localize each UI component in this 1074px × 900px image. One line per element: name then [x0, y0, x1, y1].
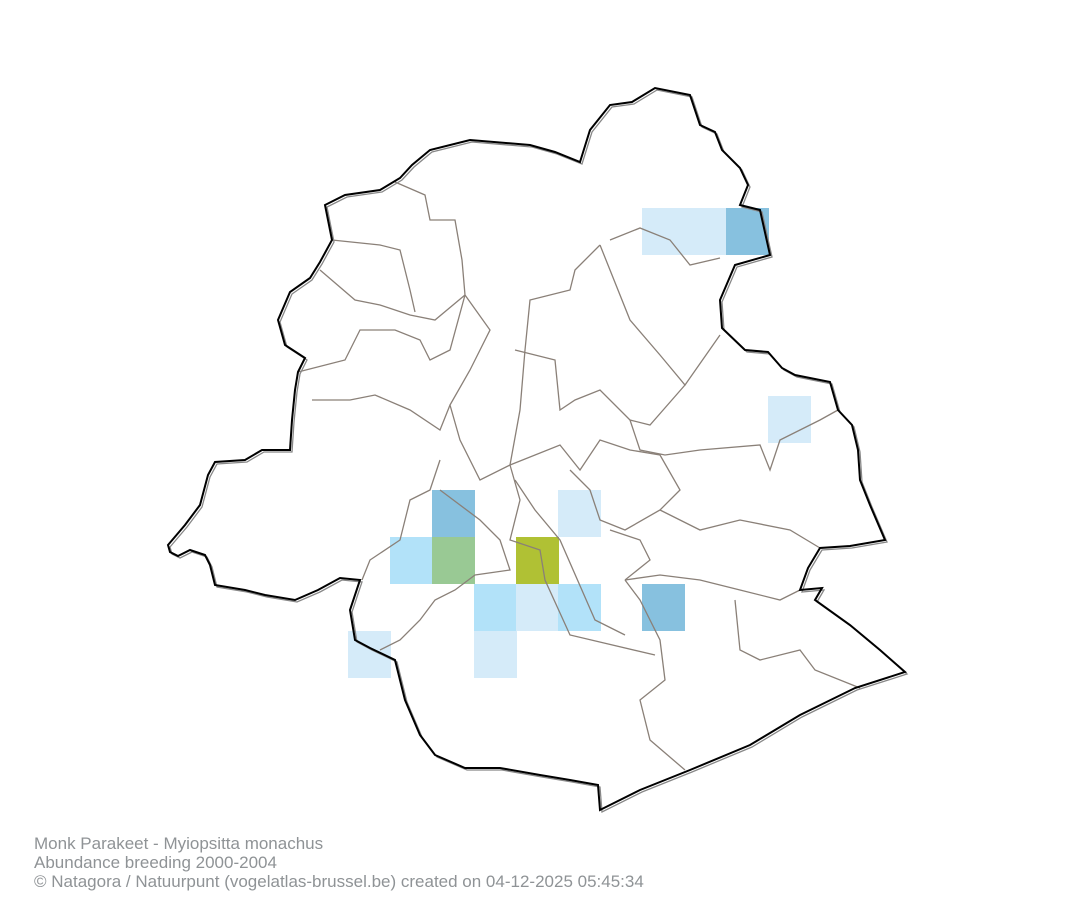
- municipality-border: [514, 349, 686, 426]
- species-title: Monk Parakeet - Myiopsitta monachus: [34, 834, 324, 853]
- municipality-border: [624, 574, 801, 601]
- municipality-border: [624, 579, 686, 771]
- municipality-border: [609, 529, 651, 581]
- municipality-border: [514, 479, 626, 636]
- municipality-border: [361, 459, 441, 581]
- map-caption: Monk Parakeet - Myiopsitta monachus Abun…: [34, 834, 644, 891]
- abundance-cell: [390, 537, 433, 584]
- municipality-border: [379, 489, 511, 651]
- municipality-border: [394, 181, 511, 481]
- municipality-border: [599, 244, 721, 387]
- abundance-cell: [432, 490, 475, 537]
- credit-line: © Natagora / Natuurpunt (vogelatlas-brus…: [34, 872, 644, 891]
- map-subtitle: Abundance breeding 2000-2004: [34, 853, 277, 872]
- municipality-border: [509, 244, 601, 466]
- municipality-border: [331, 239, 416, 313]
- region-boundary: [166, 86, 907, 812]
- abundance-cell: [474, 584, 517, 631]
- municipality-border: [509, 439, 681, 531]
- abundance-cell: [558, 490, 601, 537]
- municipality-border: [629, 409, 839, 472]
- abundance-grid: [348, 208, 811, 678]
- municipality-border: [659, 509, 821, 549]
- municipality-border: [312, 394, 451, 431]
- abundance-cell: [684, 208, 727, 255]
- abundance-cell: [642, 584, 685, 631]
- municipality-border: [609, 227, 721, 266]
- abundance-cell: [432, 537, 475, 584]
- municipality-border: [509, 464, 656, 656]
- municipality-border: [319, 269, 466, 321]
- municipality-borders: [297, 181, 861, 771]
- municipality-border: [734, 599, 861, 689]
- abundance-cell: [474, 631, 517, 678]
- abundance-cell: [516, 584, 559, 631]
- municipality-border: [297, 294, 466, 373]
